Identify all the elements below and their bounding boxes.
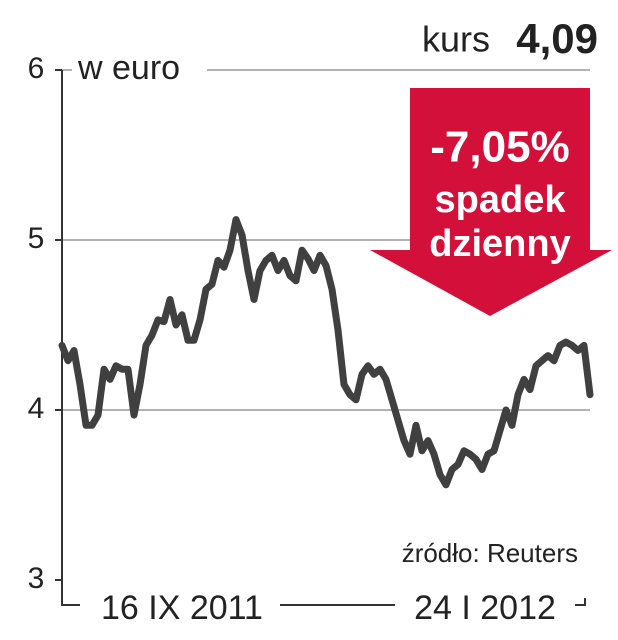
x-label: 16 IX 2011 — [101, 589, 263, 627]
label-bg — [80, 590, 280, 630]
y-tick-label: 3 — [28, 562, 45, 595]
y-tick-label: 6 — [28, 52, 45, 85]
change: -7,05% — [430, 123, 569, 172]
label-bg — [395, 590, 575, 630]
annotation-line: dzienny — [429, 223, 570, 265]
arrow — [370, 88, 612, 316]
x-label: 24 I 2012 — [414, 589, 556, 627]
price-line — [58, 216, 594, 489]
title-value: 4,09 — [516, 15, 598, 62]
y-label: w euro — [77, 49, 180, 87]
y-tick-label: 4 — [28, 392, 45, 425]
x-bracket — [61, 598, 586, 606]
ticks: 3 4 5 6 — [28, 52, 62, 595]
annotation-line: spadek — [435, 179, 567, 221]
y-tick-label: 5 — [28, 222, 45, 255]
label-bg — [72, 52, 207, 88]
source: źródło: Reuters — [402, 538, 578, 568]
title: kurs — [422, 19, 490, 60]
